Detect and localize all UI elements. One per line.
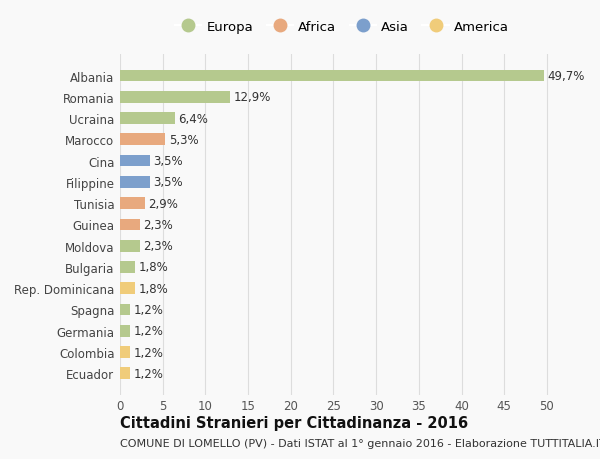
- Text: 3,5%: 3,5%: [154, 155, 183, 168]
- Text: Cittadini Stranieri per Cittadinanza - 2016: Cittadini Stranieri per Cittadinanza - 2…: [120, 415, 468, 431]
- Text: 49,7%: 49,7%: [548, 70, 585, 83]
- Bar: [120, 134, 165, 146]
- Text: 5,3%: 5,3%: [169, 134, 198, 146]
- Bar: [120, 177, 150, 188]
- Text: 2,3%: 2,3%: [143, 240, 173, 252]
- Text: 3,5%: 3,5%: [154, 176, 183, 189]
- Bar: [120, 347, 130, 358]
- Text: COMUNE DI LOMELLO (PV) - Dati ISTAT al 1° gennaio 2016 - Elaborazione TUTTITALIA: COMUNE DI LOMELLO (PV) - Dati ISTAT al 1…: [120, 438, 600, 448]
- Bar: [120, 325, 130, 337]
- Bar: [120, 113, 175, 125]
- Text: 1,8%: 1,8%: [139, 261, 169, 274]
- Bar: [120, 368, 130, 379]
- Text: 2,3%: 2,3%: [143, 218, 173, 231]
- Bar: [120, 156, 150, 167]
- Text: 6,4%: 6,4%: [178, 112, 208, 125]
- Bar: [120, 241, 140, 252]
- Legend: Europa, Africa, Asia, America: Europa, Africa, Asia, America: [175, 21, 509, 34]
- Text: 2,9%: 2,9%: [148, 197, 178, 210]
- Text: 1,2%: 1,2%: [134, 367, 164, 380]
- Text: 1,8%: 1,8%: [139, 282, 169, 295]
- Bar: [120, 198, 145, 209]
- Bar: [120, 92, 230, 103]
- Text: 1,2%: 1,2%: [134, 303, 164, 316]
- Bar: [120, 71, 544, 82]
- Text: 1,2%: 1,2%: [134, 346, 164, 359]
- Bar: [120, 219, 140, 231]
- Bar: [120, 262, 136, 273]
- Text: 1,2%: 1,2%: [134, 325, 164, 337]
- Bar: [120, 283, 136, 294]
- Bar: [120, 304, 130, 316]
- Text: 12,9%: 12,9%: [233, 91, 271, 104]
